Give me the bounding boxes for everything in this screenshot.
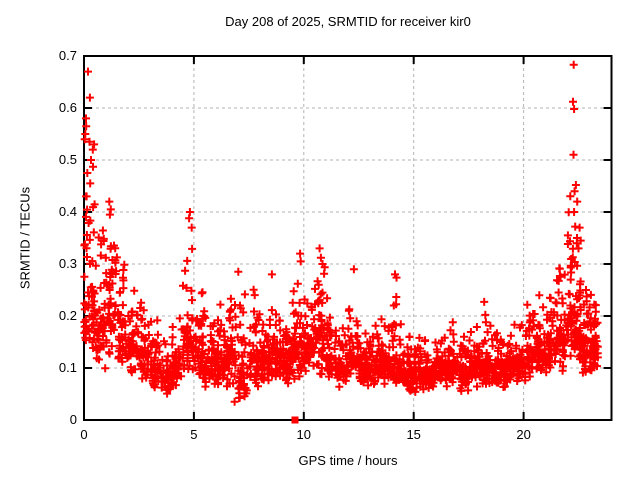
x-tick-label: 5: [190, 427, 198, 442]
x-tick-label: 10: [296, 427, 312, 442]
y-tick-label: 0.7: [58, 48, 77, 63]
y-axis-label: SRMTID / TECUs: [17, 186, 33, 290]
gridlines: [84, 56, 612, 420]
special-square-marker: [291, 416, 299, 424]
y-tick-label: 0.5: [58, 152, 77, 167]
chart-title: Day 208 of 2025, SRMTID for receiver kir…: [225, 14, 471, 29]
y-tick-label: 0.1: [58, 360, 77, 375]
y-tick-label: 0.2: [58, 308, 77, 323]
plot-border: [83, 55, 613, 421]
data-points: [80, 60, 602, 406]
y-tick-label: 0.4: [58, 204, 77, 219]
x-tick-label: 0: [80, 427, 88, 442]
x-axis-label: GPS time / hours: [298, 453, 398, 468]
y-tick-label: 0: [69, 412, 77, 427]
y-tick-label: 0.6: [58, 100, 77, 115]
x-tick-label: 20: [516, 427, 531, 442]
y-tick-label: 0.3: [58, 256, 77, 271]
x-tick-label: 15: [406, 427, 421, 442]
